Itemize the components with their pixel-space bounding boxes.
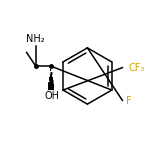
Text: OH: OH xyxy=(44,91,59,101)
Text: CF₃: CF₃ xyxy=(128,63,145,73)
Text: NH₂: NH₂ xyxy=(26,34,45,44)
Text: F: F xyxy=(126,96,132,106)
